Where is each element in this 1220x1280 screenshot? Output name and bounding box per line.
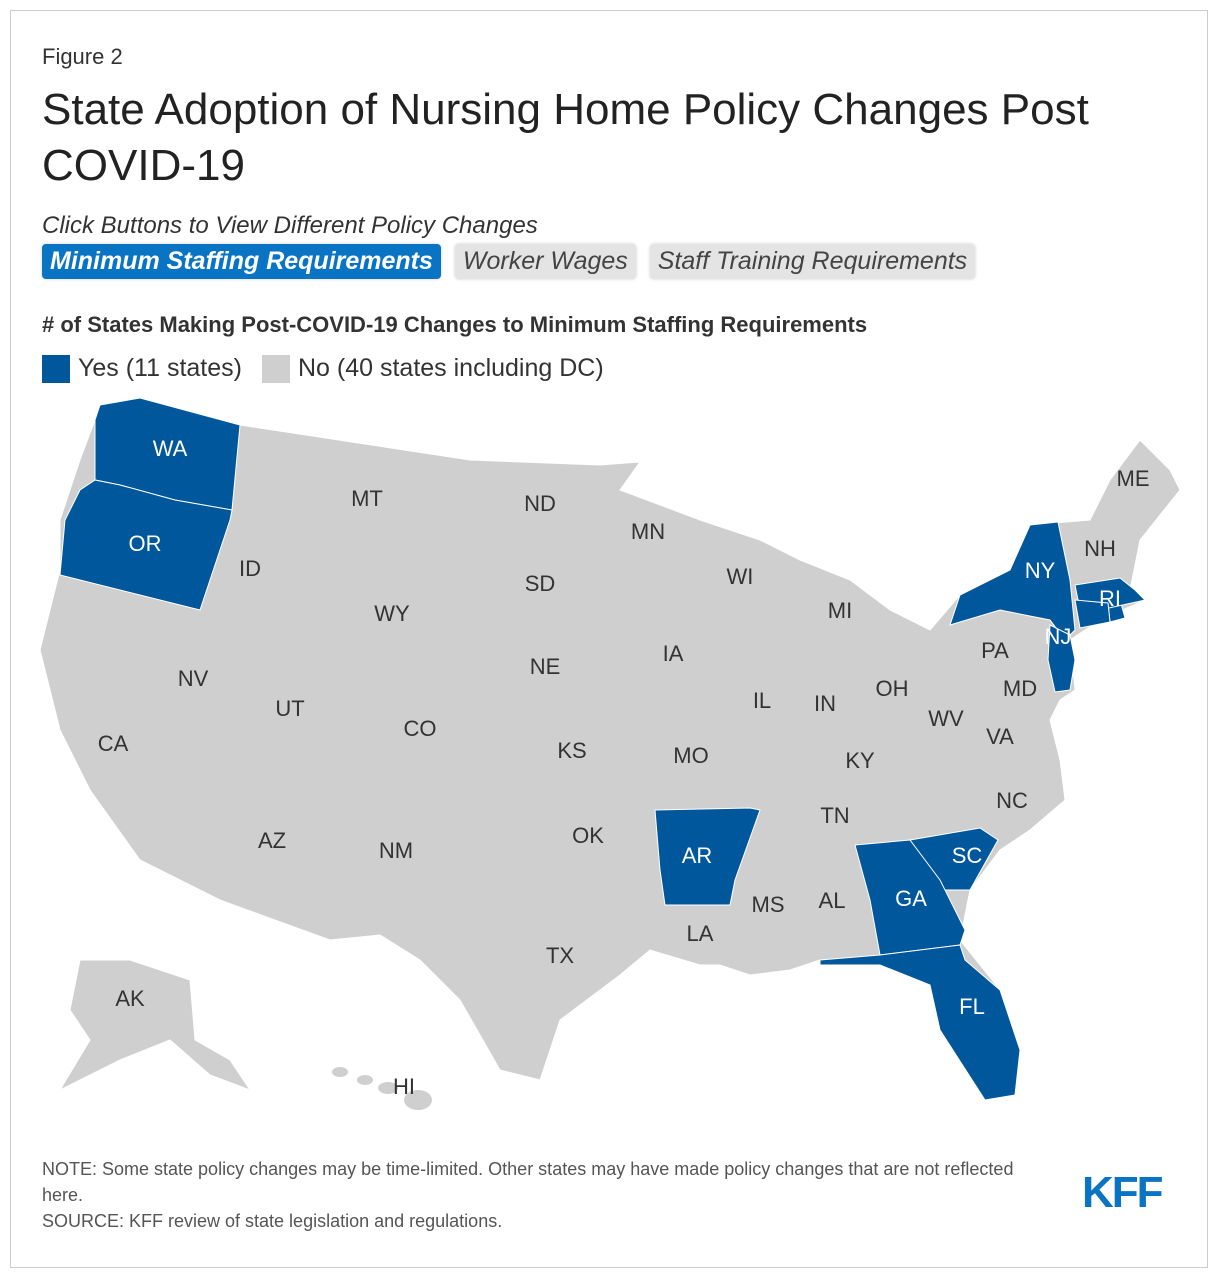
legend-label: No (40 states including DC) (297, 354, 604, 382)
state-label: ND (524, 491, 556, 516)
state-label: WI (727, 564, 754, 589)
note: NOTE: Some state policy changes may be t… (42, 1159, 1014, 1205)
state-label: MT (351, 486, 383, 511)
state-label: NE (530, 654, 561, 679)
legend-label: Yes (11 states) (78, 354, 242, 382)
state-label: WY (374, 601, 410, 626)
state-label: NJ (1045, 624, 1072, 649)
legend: Yes (11 states) No (40 states including D… (42, 354, 604, 383)
state-label: OR (129, 531, 162, 556)
hawaii-outline (332, 1067, 432, 1110)
legend-swatch (261, 354, 290, 383)
state-label: MI (828, 598, 852, 623)
notes: NOTE: Some state policy changes may be t… (42, 1156, 1042, 1234)
state-label: LA (687, 921, 714, 946)
state-label: SC (952, 843, 983, 868)
state-shape (59, 479, 233, 611)
note: SOURCE: KFF review of state legislation … (42, 1211, 503, 1231)
button-group: Minimum Staffing Requirements Worker Wage… (42, 244, 976, 279)
state-label: NM (379, 838, 413, 863)
state-label: CO (404, 716, 437, 741)
state-label: FL (959, 994, 985, 1019)
state-label: MO (673, 743, 708, 768)
state-shape (949, 521, 1076, 641)
alaska-outline (58, 959, 252, 1092)
state-label: AR (682, 843, 713, 868)
frame (10, 10, 1208, 1268)
title: State Adoption of Nursing Home Policy Ch… (42, 85, 1089, 190)
state-label: WA (153, 436, 188, 461)
state-label: ID (239, 556, 261, 581)
state-label: OK (572, 823, 604, 848)
instruction: Click Buttons to View Different Policy C… (42, 212, 538, 239)
state-label: NV (178, 666, 209, 691)
state-label: AZ (258, 828, 286, 853)
state-label: MD (1003, 676, 1037, 701)
legend-swatch (42, 354, 70, 383)
state-label: TX (546, 943, 574, 968)
state-shape (1047, 624, 1076, 693)
state-shape (1074, 599, 1111, 629)
state-label: MS (752, 892, 785, 917)
state-shape (819, 944, 1021, 1101)
state-label: VA (986, 724, 1014, 749)
state-label: OH (876, 676, 909, 701)
state-label: GA (895, 886, 927, 911)
state-label: ME (1117, 466, 1150, 491)
state-label: TN (820, 803, 849, 828)
state-label: KY (845, 748, 875, 773)
map-subtitle: # of States Making Post-COVID-19 Changes… (42, 312, 868, 337)
policy-button[interactable]: Minimum Staffing Requirements (42, 244, 441, 279)
map: WA OR ID MT ND MN WI MI NY ME NH RI NJ PA MD SD WY NE IA IL… (39, 397, 1181, 1110)
state-label: NY (1025, 558, 1056, 583)
state-label: IL (753, 688, 771, 713)
legend-item: Yes (11 states) (42, 354, 242, 383)
policy-button[interactable]: Staff Training Requirements (649, 244, 976, 279)
state-label: IA (663, 641, 684, 666)
state-label: KS (557, 738, 586, 763)
state-label: IN (814, 691, 836, 716)
state-label: PA (981, 638, 1009, 663)
state-label: HI (393, 1074, 415, 1099)
legend-item: No (40 states including DC) (261, 354, 604, 383)
state-label: RI (1099, 586, 1121, 611)
state-shape (854, 839, 966, 956)
state-label: NH (1084, 536, 1116, 561)
logo: KFF (1082, 1168, 1164, 1217)
policy-button[interactable]: Worker Wages (454, 244, 636, 279)
state-label: WV (928, 706, 964, 731)
state-label: MN (631, 519, 665, 544)
state-label: CA (98, 731, 129, 756)
state-label: SD (525, 571, 556, 596)
state-label: UT (275, 696, 304, 721)
state-label: AK (115, 986, 145, 1011)
state-label: NC (996, 788, 1028, 813)
state-label: AL (819, 888, 846, 913)
figure-label: Figure 2 (42, 44, 123, 69)
state-shape (654, 807, 761, 906)
